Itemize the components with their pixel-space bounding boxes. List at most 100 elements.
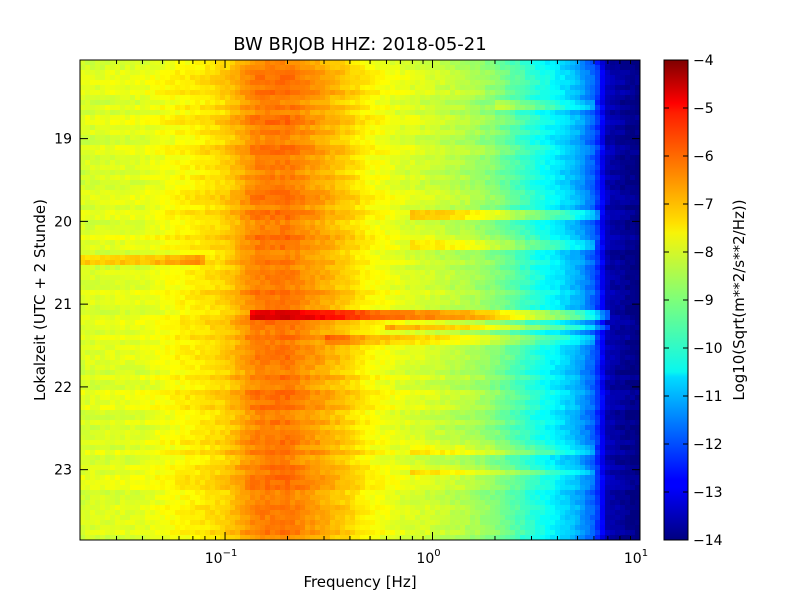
heatmap-cell xyxy=(625,90,631,96)
heatmap-cell xyxy=(365,140,371,146)
heatmap-cell xyxy=(505,240,511,246)
heatmap-cell xyxy=(215,195,221,201)
heatmap-cell xyxy=(480,220,486,226)
heatmap-cell xyxy=(425,270,431,276)
heatmap-cell xyxy=(310,245,316,251)
heatmap-cell xyxy=(310,80,316,86)
heatmap-cell xyxy=(590,175,596,181)
heatmap-row xyxy=(80,75,640,81)
heatmap-cell xyxy=(485,180,491,186)
heatmap-cell xyxy=(420,135,426,141)
heatmap-cell xyxy=(230,75,236,81)
heatmap-cell xyxy=(105,205,111,211)
heatmap-cell xyxy=(420,245,426,251)
heatmap-cell xyxy=(610,140,616,146)
heatmap-cell xyxy=(90,115,96,121)
heatmap-cell xyxy=(415,270,421,276)
heatmap-cell xyxy=(80,165,86,171)
heatmap-cell xyxy=(440,65,446,71)
heatmap-cell xyxy=(350,275,356,281)
heatmap-cell xyxy=(135,190,141,196)
heatmap-cell xyxy=(510,270,516,276)
heatmap-cell xyxy=(575,75,581,81)
heatmap-cell xyxy=(615,240,621,246)
heatmap-cell xyxy=(430,200,436,206)
heatmap-cell xyxy=(255,140,261,146)
heatmap-row xyxy=(80,200,640,206)
heatmap-cell xyxy=(250,100,256,106)
heatmap-cell xyxy=(475,120,481,126)
heatmap-cell xyxy=(305,145,311,151)
heatmap-cell xyxy=(360,200,366,206)
heatmap-cell xyxy=(315,220,321,226)
heatmap-cell xyxy=(460,80,466,86)
heatmap-cell xyxy=(595,70,601,76)
heatmap-cell xyxy=(330,230,336,236)
heatmap-cell xyxy=(420,180,426,186)
heatmap-cell xyxy=(305,140,311,146)
heatmap-cell xyxy=(310,255,316,261)
heatmap-cell xyxy=(380,275,386,281)
heatmap-cell xyxy=(295,85,301,91)
heatmap-row xyxy=(80,105,640,111)
heatmap-cell xyxy=(125,80,131,86)
heatmap-cell xyxy=(460,105,466,111)
heatmap-cell xyxy=(410,180,416,186)
heatmap-cell xyxy=(410,160,416,166)
heatmap-cell xyxy=(600,115,606,121)
heatmap-cell xyxy=(600,230,606,236)
heatmap-cell xyxy=(385,85,391,91)
heatmap-cell xyxy=(230,120,236,126)
heatmap-cell xyxy=(135,140,141,146)
heatmap-cell xyxy=(205,70,211,76)
heatmap-cell xyxy=(150,270,156,276)
heatmap-cell xyxy=(240,155,246,161)
heatmap-cell xyxy=(270,100,276,106)
heatmap-cell xyxy=(600,190,606,196)
heatmap-cell xyxy=(95,130,101,136)
heatmap-cell xyxy=(535,165,541,171)
heatmap-cell xyxy=(595,205,601,211)
heatmap-cell xyxy=(550,235,556,241)
heatmap-cell xyxy=(240,65,246,71)
heatmap-cell xyxy=(400,130,406,136)
heatmap-cell xyxy=(350,115,356,121)
heatmap-cell xyxy=(275,165,281,171)
heatmap-cell xyxy=(585,150,591,156)
heatmap-cell xyxy=(215,120,221,126)
heatmap-cell xyxy=(510,100,516,106)
heatmap-cell xyxy=(270,75,276,81)
heatmap-cell xyxy=(255,100,261,106)
heatmap-cell xyxy=(385,165,391,171)
heatmap-cell xyxy=(105,280,111,286)
heatmap-cell xyxy=(605,175,611,181)
heatmap-cell xyxy=(135,130,141,136)
heatmap-cell xyxy=(485,70,491,76)
heatmap-cell xyxy=(305,150,311,156)
heatmap-cell xyxy=(480,170,486,176)
heatmap-cell xyxy=(265,125,271,131)
heatmap-cell xyxy=(280,100,286,106)
heatmap-cell xyxy=(190,265,196,271)
heatmap-cell xyxy=(580,150,586,156)
heatmap-cell xyxy=(370,235,376,241)
heatmap-cell xyxy=(520,105,526,111)
heatmap-cell xyxy=(265,105,271,111)
heatmap-cell xyxy=(295,120,301,126)
heatmap-cell xyxy=(270,150,276,156)
heatmap-cell xyxy=(205,135,211,141)
heatmap-cell xyxy=(520,190,526,196)
heatmap-cell xyxy=(130,200,136,206)
heatmap-cell xyxy=(330,215,336,221)
heatmap-cell xyxy=(440,165,446,171)
heatmap-cell xyxy=(110,180,116,186)
heatmap-cell xyxy=(80,60,86,66)
heatmap-cell xyxy=(165,130,171,136)
heatmap-cell xyxy=(580,60,586,66)
heatmap-cell xyxy=(295,175,301,181)
heatmap-cell xyxy=(490,85,496,91)
heatmap-cell xyxy=(330,270,336,276)
heatmap-cell xyxy=(490,75,496,81)
heatmap-cell xyxy=(125,110,131,116)
heatmap-cell xyxy=(465,150,471,156)
